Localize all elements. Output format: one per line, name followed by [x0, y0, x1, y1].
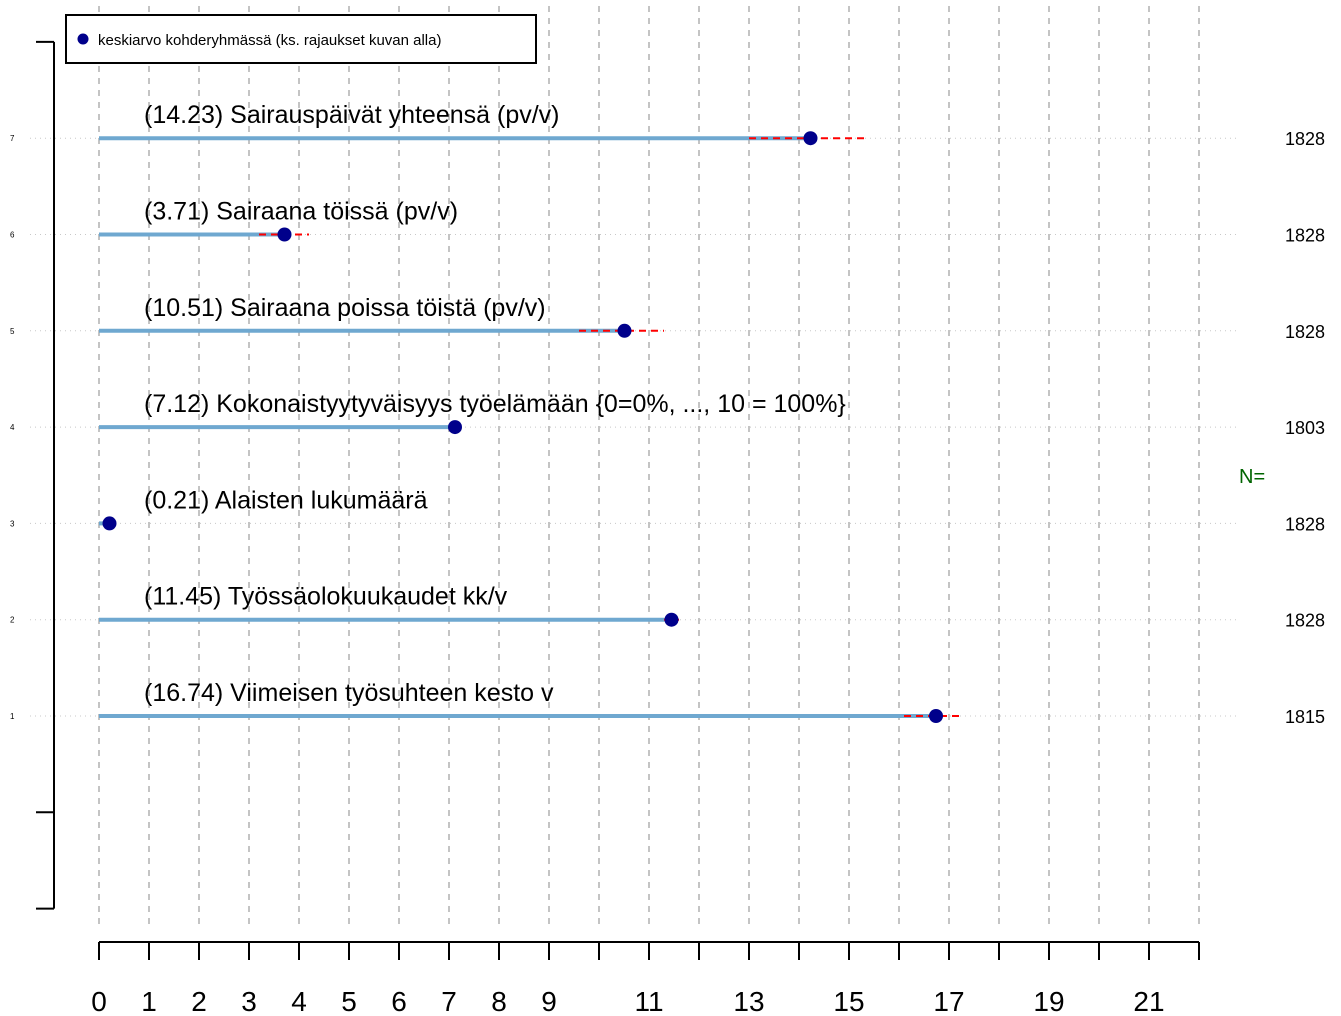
data-items: 7 (14.23) Sairauspäivät yhteensä (pv/v) 18… — [10, 101, 1325, 727]
data-item: 6 (3.71) Sairaana töissä (pv/v) 1828 — [10, 198, 1325, 246]
n-value: 1828 — [1285, 514, 1325, 534]
mean-marker — [277, 227, 292, 242]
legend-label: keskiarvo kohderyhmässä (ks. rajaukset k… — [98, 32, 441, 49]
x-tick-label: 15 — [833, 986, 864, 1016]
x-tick-label: 7 — [441, 986, 457, 1016]
x-tick-label: 4 — [291, 986, 307, 1016]
mean-marker — [664, 612, 679, 627]
n-value: 1828 — [1285, 129, 1325, 149]
data-item: 7 (14.23) Sairauspäivät yhteensä (pv/v) 18… — [10, 101, 1325, 149]
n-value: 1803 — [1285, 418, 1325, 438]
n-value: 1815 — [1285, 707, 1325, 727]
n-label: N= — [1239, 466, 1265, 488]
x-tick-label: 19 — [1033, 986, 1064, 1016]
y-index-label: 3 — [10, 519, 15, 528]
mean-marker — [102, 516, 117, 531]
item-label: (7.12) Kokonaistyytyväisyys työelämään {… — [144, 390, 846, 418]
mean-marker — [617, 323, 632, 338]
legend-box — [65, 14, 537, 64]
y-index-label: 7 — [10, 134, 15, 143]
x-tick-label: 1 — [141, 986, 157, 1016]
n-value: 1828 — [1285, 611, 1325, 631]
n-value: 1828 — [1285, 322, 1325, 342]
mean-marker — [448, 420, 462, 435]
mean-marker — [929, 709, 943, 723]
y-index-label: 5 — [10, 327, 15, 336]
data-item: 1 (16.74) Viimeisen työsuhteen kesto v 181… — [10, 679, 1325, 727]
data-item: 2 (11.45) Työssäolokuukaudet kk/v 1828 — [10, 583, 1325, 631]
x-tick-label: 11 — [634, 986, 663, 1016]
item-label: (11.45) Työssäolokuukaudet kk/v — [144, 583, 508, 611]
x-tick-label: 17 — [933, 986, 964, 1016]
x-tick-label: 3 — [241, 986, 257, 1016]
legend-marker-icon — [77, 33, 89, 45]
n-value: 1828 — [1285, 226, 1325, 246]
y-index-label: 6 — [10, 231, 15, 240]
data-item: 4 (7.12) Kokonaistyytyväisyys työelämään … — [10, 390, 1325, 438]
legend: keskiarvo kohderyhmässä (ks. rajaukset k… — [65, 14, 537, 64]
y-index-label: 1 — [10, 712, 15, 721]
x-tick-label: 21 — [1133, 986, 1164, 1016]
item-label: (16.74) Viimeisen työsuhteen kesto v — [144, 679, 554, 707]
x-tick-label: 0 — [91, 986, 107, 1016]
data-item: 5 (10.51) Sairaana poissa töistä (pv/v) 18… — [10, 294, 1325, 342]
x-tick-label: 5 — [341, 986, 357, 1016]
item-label: (0.21) Alaisten lukumäärä — [144, 486, 428, 514]
y-index-label: 2 — [10, 616, 15, 625]
x-tick-label: 8 — [491, 986, 507, 1016]
mean-marker — [803, 131, 818, 146]
data-item: 3 (0.21) Alaisten lukumäärä 1828 — [10, 486, 1325, 534]
item-label: (10.51) Sairaana poissa töistä (pv/v) — [144, 294, 546, 322]
item-label: (14.23) Sairauspäivät yhteensä (pv/v) — [144, 101, 560, 129]
item-label: (3.71) Sairaana töissä (pv/v) — [144, 198, 458, 226]
x-tick-label: 6 — [391, 986, 407, 1016]
grid-lines — [98, 6, 1200, 925]
x-tick-label: 13 — [733, 986, 764, 1016]
axes: 0 1 2 3 4 5 6 7 8 9 11 13 15 17 19 21 — [36, 40, 1200, 1016]
x-tick-label: 2 — [191, 986, 207, 1016]
y-index-label: 4 — [10, 423, 15, 432]
x-tick-label: 9 — [541, 986, 557, 1016]
